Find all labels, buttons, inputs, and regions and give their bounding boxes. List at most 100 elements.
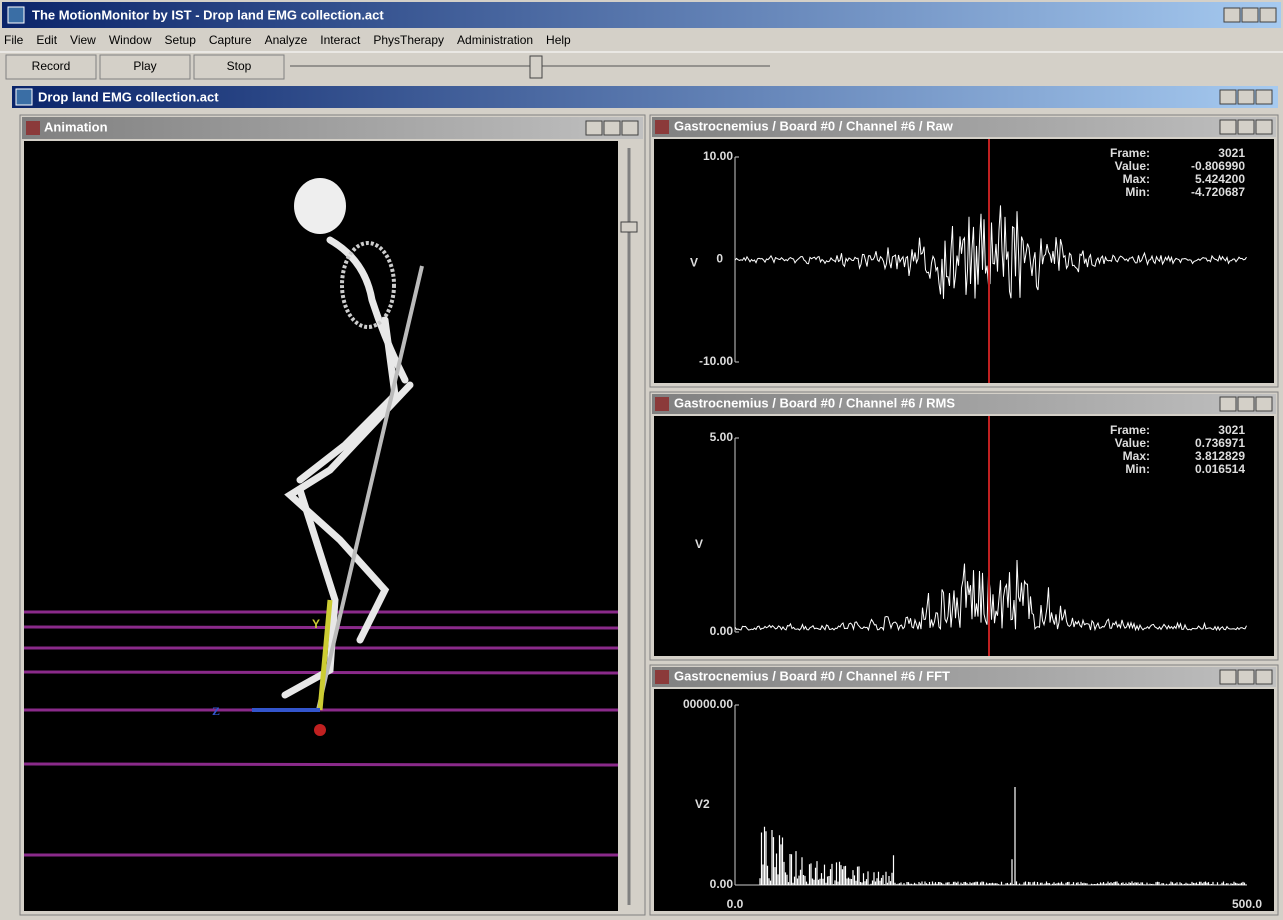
signal-trace <box>734 205 1247 299</box>
window-title: The MotionMonitor by IST - Drop land EMG… <box>32 7 384 22</box>
unit-label: V <box>695 537 703 551</box>
y-zero-label: 0 <box>716 252 723 266</box>
plot-area <box>654 689 1274 911</box>
stat-label: Min: <box>1125 462 1150 476</box>
menu-item[interactable]: Administration <box>457 33 533 47</box>
y-min-label: 0.00 <box>710 877 734 891</box>
y-max-label: 5.00 <box>710 430 734 444</box>
window-close-button[interactable] <box>1255 89 1273 105</box>
stat-value: 5.424200 <box>1195 172 1245 186</box>
toolbar-button-label[interactable]: Play <box>133 59 156 73</box>
window-close-button[interactable] <box>1255 396 1273 412</box>
menu-item[interactable]: Analyze <box>265 33 308 47</box>
panel-icon <box>655 397 669 411</box>
x-min-label: 0.0 <box>727 897 744 911</box>
stat-label: Value: <box>1115 159 1150 173</box>
document-title-bar <box>12 86 1278 108</box>
window-max-button[interactable] <box>1237 396 1255 412</box>
panel-caption <box>652 394 1276 414</box>
menu-item[interactable]: Interact <box>320 33 361 47</box>
y-min-label: 0.00 <box>710 624 734 638</box>
window-min-button[interactable] <box>1219 396 1237 412</box>
window-close-button[interactable] <box>1259 7 1277 23</box>
menu-item[interactable]: Help <box>546 33 571 47</box>
window-min-button[interactable] <box>1223 7 1241 23</box>
toolbar-button-label[interactable]: Stop <box>227 59 252 73</box>
stat-label: Frame: <box>1110 423 1150 437</box>
window-min-button[interactable] <box>1219 89 1237 105</box>
menu-item[interactable]: Capture <box>209 33 252 47</box>
panel-icon <box>655 120 669 134</box>
menu-item[interactable]: File <box>4 33 24 47</box>
axis-label: Y <box>312 617 320 631</box>
stat-value: -4.720687 <box>1191 185 1245 199</box>
y-min-label: -10.00 <box>699 354 733 368</box>
app-icon <box>7 6 25 24</box>
stat-label: Value: <box>1115 436 1150 450</box>
toolbar-button[interactable] <box>99 54 191 80</box>
window-close-button[interactable] <box>1255 669 1273 685</box>
stat-value: 0.016514 <box>1195 462 1245 476</box>
plot-area <box>654 416 1274 656</box>
window-close-button[interactable] <box>621 120 639 136</box>
document-title: Drop land EMG collection.act <box>38 89 219 104</box>
window-max-button[interactable] <box>1241 7 1259 23</box>
toolbar-button-label[interactable]: Record <box>32 59 71 73</box>
panel-caption <box>22 117 643 139</box>
scroll-thumb[interactable] <box>620 221 638 233</box>
doc-icon <box>15 88 33 106</box>
window-min-button[interactable] <box>1219 119 1237 135</box>
stat-value: -0.806990 <box>1191 159 1245 173</box>
spine <box>326 236 409 384</box>
menu-item[interactable]: Setup <box>165 33 197 47</box>
chart-panel: Gastrocnemius / Board #0 / Channel #6 / … <box>649 114 1279 388</box>
stat-value: 3021 <box>1218 423 1245 437</box>
stat-label: Max: <box>1123 449 1150 463</box>
spectrum-trace <box>759 787 1247 885</box>
stat-label: Min: <box>1125 185 1150 199</box>
stat-value: 3.812829 <box>1195 449 1245 463</box>
stat-label: Max: <box>1123 172 1150 186</box>
menu-item[interactable]: View <box>70 33 96 47</box>
chart-panel: Gastrocnemius / Board #0 / Channel #6 / … <box>649 391 1279 661</box>
skull <box>294 178 346 234</box>
panel-icon <box>26 121 40 135</box>
panel-icon <box>655 670 669 684</box>
menu-bar: File Edit View Window Setup Capture Analyze Int… <box>4 33 571 47</box>
window-max-button[interactable] <box>603 120 621 136</box>
floor-line <box>23 625 619 630</box>
toolbar-button[interactable] <box>5 54 97 80</box>
slider-thumb[interactable] <box>529 55 543 79</box>
shin <box>281 486 339 699</box>
axis-label: Z <box>212 704 220 718</box>
window-min-button[interactable] <box>1219 669 1237 685</box>
toolbar: Record Play Stop <box>5 54 285 80</box>
stat-label: Frame: <box>1110 146 1150 160</box>
arm <box>296 316 399 484</box>
menu-item[interactable]: Window <box>109 33 152 47</box>
window-max-button[interactable] <box>1237 89 1255 105</box>
origin <box>314 724 326 736</box>
unit-label: V <box>690 256 698 270</box>
unit-label: V2 <box>695 797 710 811</box>
panel-title: Gastrocnemius / Board #0 / Channel #6 / … <box>674 395 955 410</box>
window-close-button[interactable] <box>1255 119 1273 135</box>
x-max-label: 500.0 <box>1232 897 1262 911</box>
y-max-label: 00000.00 <box>683 697 733 711</box>
menu-item[interactable]: Edit <box>36 33 57 47</box>
window-max-button[interactable] <box>1237 119 1255 135</box>
menu-item[interactable]: PhysTherapy <box>373 33 444 47</box>
panel-caption <box>652 667 1276 687</box>
title-bar <box>2 2 1281 28</box>
panel-title: Gastrocnemius / Board #0 / Channel #6 / … <box>674 668 950 683</box>
toolbar-button[interactable] <box>193 54 285 80</box>
window-min-button[interactable] <box>585 120 603 136</box>
stat-value: 3021 <box>1218 146 1245 160</box>
animation-panel: Animation Y Z <box>19 114 646 916</box>
floor-line <box>23 762 619 767</box>
chart-panel: Gastrocnemius / Board #0 / Channel #6 / … <box>649 664 1279 916</box>
window-max-button[interactable] <box>1237 669 1255 685</box>
